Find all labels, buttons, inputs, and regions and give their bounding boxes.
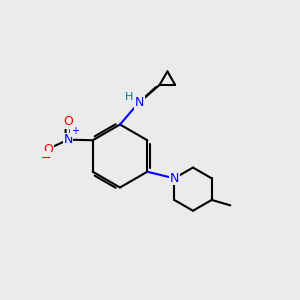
Text: H: H xyxy=(125,92,133,102)
Text: +: + xyxy=(71,126,79,136)
Text: −: − xyxy=(40,152,51,164)
Text: O: O xyxy=(63,115,73,128)
Text: N: N xyxy=(134,96,144,110)
Text: N: N xyxy=(63,133,73,146)
Text: N: N xyxy=(169,172,179,185)
Text: O: O xyxy=(44,143,54,156)
